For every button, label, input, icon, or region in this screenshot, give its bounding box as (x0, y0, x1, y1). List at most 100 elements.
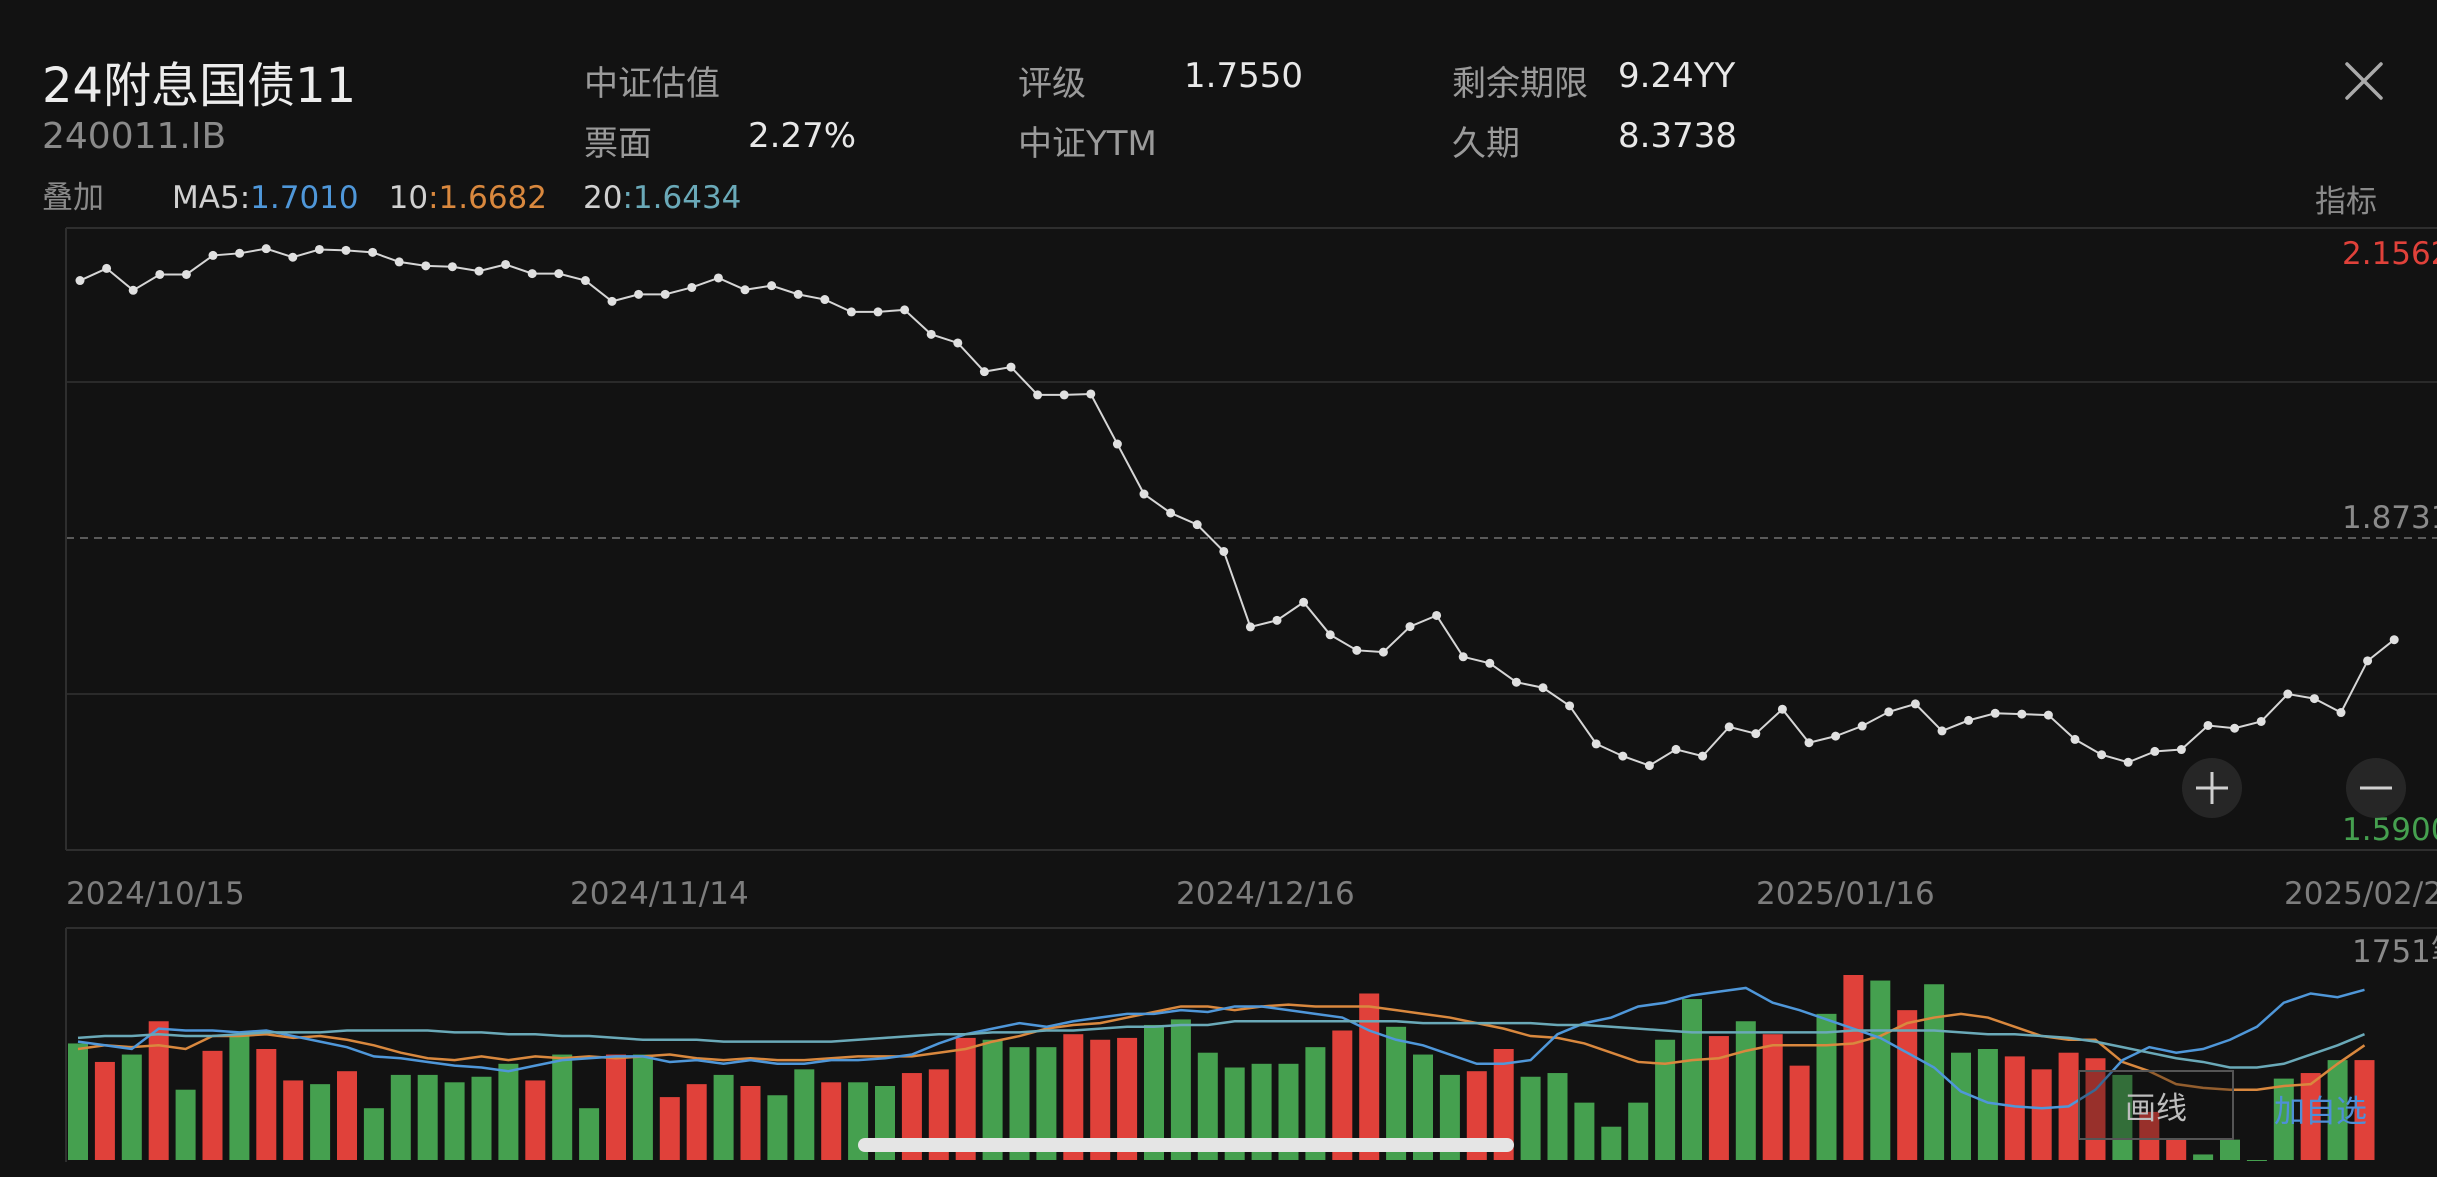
price-point (1591, 739, 1601, 749)
price-point (2017, 709, 2027, 719)
price-point (501, 259, 511, 269)
field-label-coupon: 票面 (584, 124, 652, 164)
volume-bar-series (68, 975, 2375, 1161)
price-point (1937, 726, 1947, 736)
price-point (1724, 722, 1734, 732)
volume-bar (1278, 1063, 1299, 1160)
volume-bar (2031, 1069, 2052, 1160)
price-point (2203, 720, 2213, 730)
volume-bar (2354, 1060, 2375, 1160)
price-point (155, 269, 165, 279)
price-point (1511, 677, 1521, 687)
volume-bar (579, 1108, 600, 1160)
price-point (2256, 716, 2266, 726)
volume-bar (202, 1050, 223, 1160)
volume-bar (1816, 1013, 1837, 1160)
volume-bar (1386, 1026, 1407, 1160)
price-point (1644, 761, 1654, 771)
volume-bar (94, 1061, 115, 1160)
volume-bar (68, 1043, 88, 1160)
price-point (1671, 744, 1681, 754)
price-point (1245, 622, 1255, 632)
volume-bar (1090, 1039, 1111, 1160)
price-point (527, 269, 537, 279)
price-point (793, 289, 803, 299)
volume-bar (1951, 1052, 1971, 1160)
price-line-series (75, 244, 2399, 771)
volume-bar (229, 1034, 250, 1160)
price-point (1006, 362, 1016, 372)
price-point (1804, 738, 1814, 748)
price-point (873, 307, 883, 317)
price-point (208, 250, 218, 260)
volume-bar (310, 1084, 331, 1160)
zoom-in-button[interactable] (2182, 758, 2242, 818)
price-point (314, 244, 324, 254)
price-point (687, 282, 697, 292)
price-max-label: 2.1562 (2342, 236, 2437, 272)
bond-code: 240011.IB (42, 116, 227, 157)
volume-bar (1520, 1076, 1541, 1160)
price-point (75, 276, 85, 286)
volume-bar (1762, 1034, 1783, 1160)
volume-bar (256, 1049, 277, 1160)
price-point (740, 285, 750, 295)
volume-bar (1682, 999, 1702, 1160)
x-tick-label: 2024/11/14 (570, 876, 749, 912)
price-point (2309, 694, 2319, 704)
price-point (900, 305, 910, 315)
volume-bar (175, 1089, 196, 1160)
volume-bar (713, 1074, 734, 1160)
overlay-label[interactable]: 叠加 (42, 180, 104, 216)
volume-bar (1870, 980, 1891, 1160)
volume-bar (1493, 1049, 1514, 1160)
ma5-value: 1.7010 (250, 180, 359, 216)
volume-bar (337, 1071, 357, 1160)
field-value-rating: 1.7550 (1184, 56, 1303, 96)
price-point (580, 276, 590, 286)
price-point (1059, 390, 1069, 400)
price-point (368, 247, 378, 257)
price-point (1325, 630, 1335, 640)
volume-bar (1197, 1052, 1218, 1160)
volume-bar (1924, 984, 1945, 1160)
close-button[interactable] (2339, 56, 2389, 106)
x-tick-label: 2025/02/2 (2284, 876, 2437, 912)
volume-bar (1224, 1067, 1245, 1160)
volume-bar (471, 1076, 492, 1160)
volume-bar (121, 1054, 142, 1160)
volume-bar (1144, 1024, 1164, 1160)
price-point (953, 338, 963, 348)
home-indicator-bar[interactable] (858, 1138, 1514, 1152)
price-point (926, 329, 936, 339)
volume-bar (1708, 1036, 1729, 1160)
volume-bar (2004, 1056, 2025, 1160)
volume-bar (821, 1082, 842, 1160)
volume-bar (1036, 1047, 1057, 1160)
volume-bar (390, 1074, 411, 1160)
volume-bar (2193, 1154, 2214, 1160)
price-point (1405, 622, 1415, 632)
price-point (1432, 610, 1442, 620)
indicator-button[interactable]: 指标 (2315, 184, 2377, 220)
bond-title: 24附息国债11 (42, 58, 357, 114)
volume-bar (498, 1063, 519, 1160)
price-point (846, 307, 856, 317)
price-point (1777, 704, 1787, 714)
field-label-rating: 评级 (1018, 64, 1086, 104)
volume-bar (659, 1097, 680, 1160)
volume-chart-frame (65, 927, 2437, 1162)
add-favorite-button[interactable]: 加自选 (2274, 1094, 2367, 1130)
volume-bar (1601, 1126, 1622, 1160)
price-point (474, 266, 484, 276)
volume-bar (1305, 1047, 1326, 1160)
draw-line-button[interactable]: 画线 (2078, 1070, 2234, 1140)
price-point (128, 285, 138, 295)
zoom-out-button[interactable] (2346, 758, 2406, 818)
volume-bar (1655, 1039, 1676, 1160)
price-point (767, 281, 777, 291)
volume-bar (740, 1086, 761, 1160)
price-point (607, 296, 617, 306)
